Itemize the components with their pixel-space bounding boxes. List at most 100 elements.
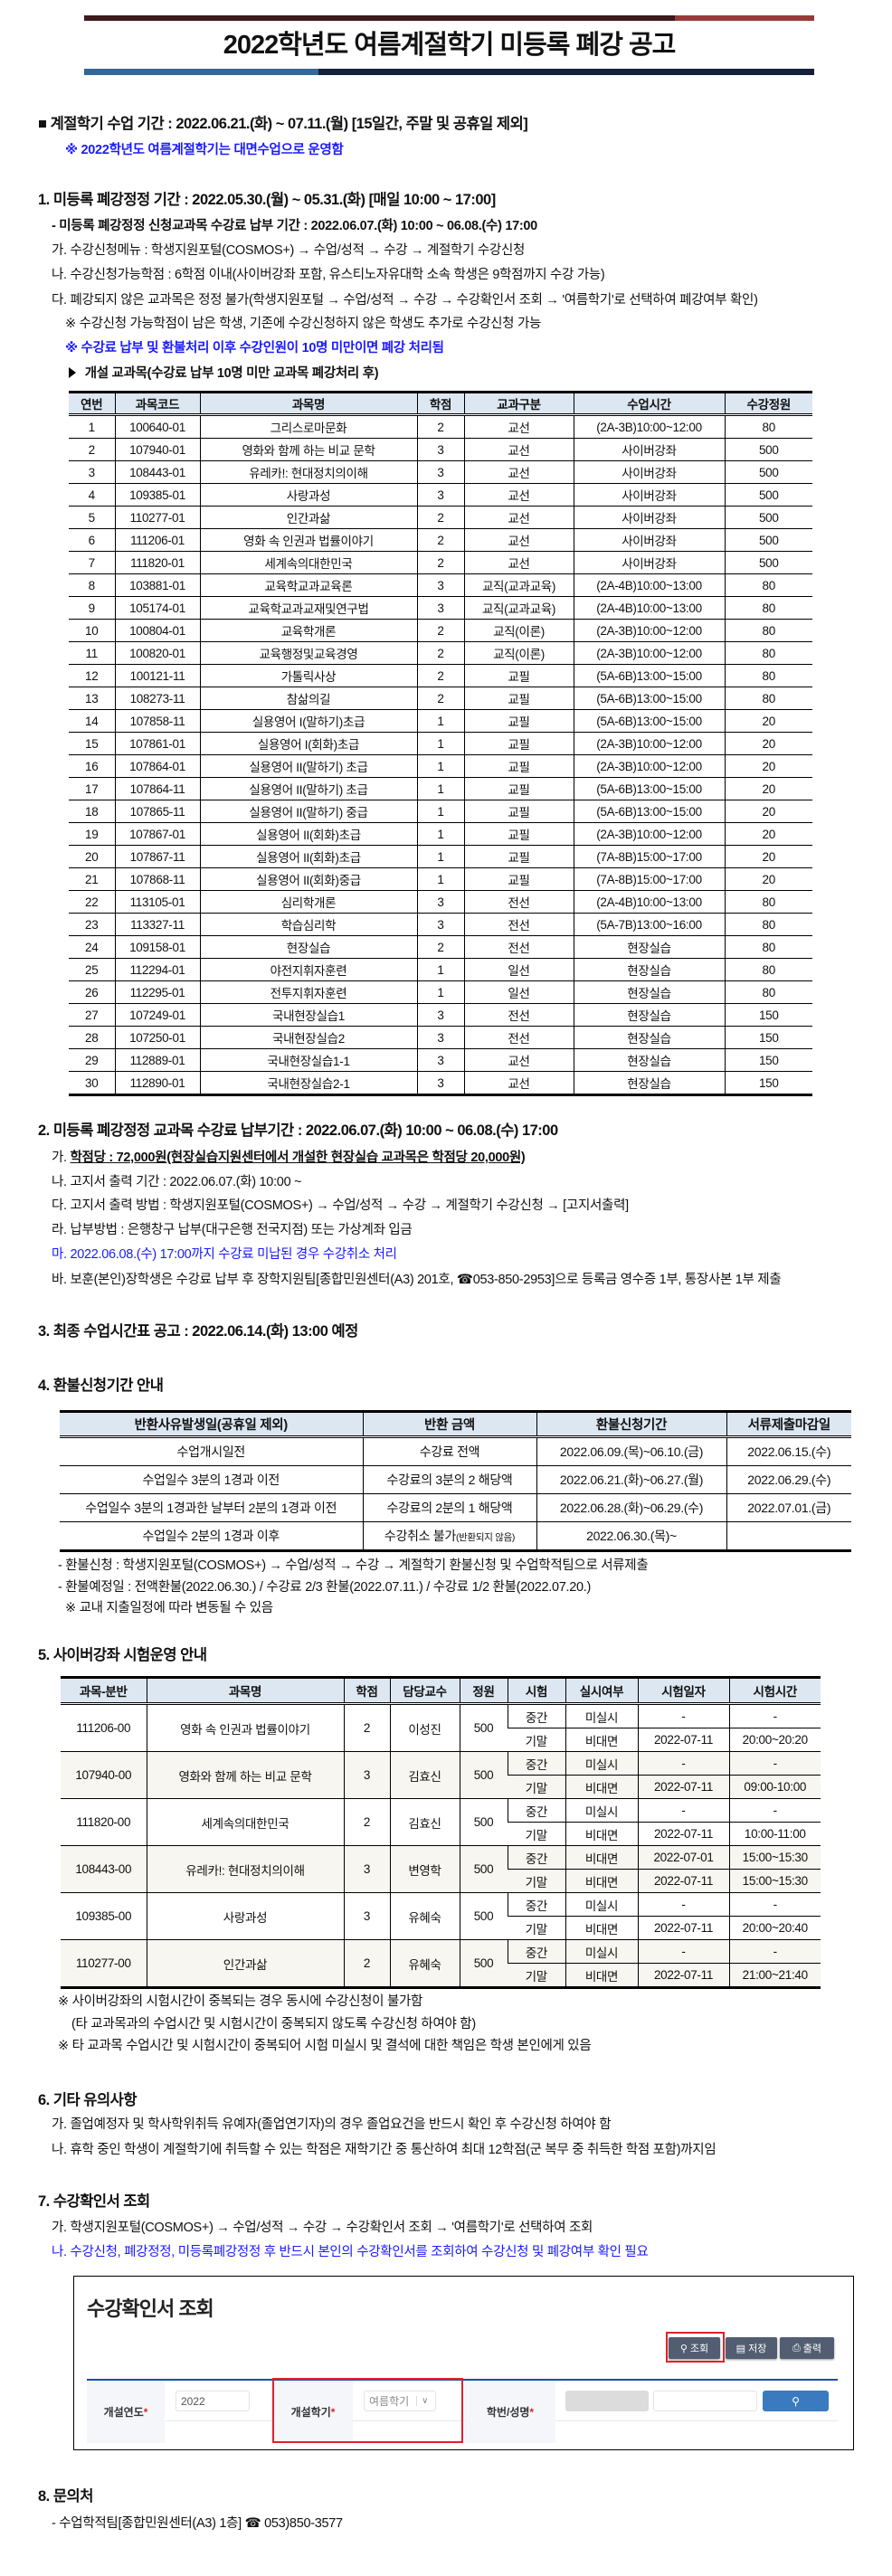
refund-period-text: 2022.06.30.(목)~: [586, 1529, 677, 1543]
column-header: 수업시간: [573, 392, 725, 416]
exam-date-cell: -: [637, 1703, 729, 1728]
refund-period-cell: 2022.06.30.(목)~: [536, 1521, 726, 1551]
class-time-cell: (2A-4B)10:00~13:00: [573, 573, 725, 597]
capacity-cell: 20: [724, 867, 812, 891]
save-button-label: 저장: [748, 2344, 767, 2354]
class-time-cell: (5A-7B)13:00~16:00: [573, 913, 725, 936]
table-row: 107940-00 영화와 함께 하는 비교 문학 3 김효신 500 중간 미실시 - -: [61, 1751, 821, 1799]
class-time-cell: (5A-6B)13:00~15:00: [573, 777, 725, 800]
course-prof-cell: 김효신: [389, 1798, 460, 1846]
print-button[interactable]: ⎙ 출력: [780, 2337, 834, 2359]
refund-reason-text: 수업일수 2분의 1경과 이후: [142, 1529, 280, 1543]
exam-status-cell: 미실시: [565, 1798, 638, 1823]
course-code-cell: 107861-01: [114, 732, 200, 755]
category-cell: 교필: [463, 800, 574, 823]
table-row: 수업일수 2분의 1경과 이후 수강취소 불가(반환되지 않음) 2022.06.3…: [60, 1521, 851, 1551]
table-row: 3 108443-01 유레카!: 현대정치의이해 3 교선 사이버강좌 500: [69, 460, 812, 484]
exam-type-cell: 중간: [507, 1751, 565, 1776]
section-5-heading: 5. 사이버강좌 시험운영 안내: [38, 1647, 207, 1663]
course-code-cell: 107865-11: [114, 800, 200, 823]
section-2-item-f: 바. 보훈(본인)장학생은 수강료 납부 후 장학지원팀[종합민원센터(A3) …: [52, 1271, 782, 1289]
contact-office: - 수업학적팀[종합민원센터(A3) 1층]: [52, 2516, 245, 2531]
table-row: 기말 비대면 2022-07-11 10:00-11:00: [61, 1822, 821, 1846]
search-button-label: 조회: [689, 2344, 709, 2354]
table-row: 8 103881-01 교육학교과교육론 3 교직(교과교육) (2A-4B)10:00~…: [69, 573, 812, 597]
section-1-item-b: 나. 수강신청가능학점 : 6학점 이내(사이버강좌 포함, 유스티노자유대학 …: [52, 268, 605, 282]
phone-icon: ☎: [456, 1273, 473, 1287]
capacity-cell: 20: [724, 732, 812, 755]
category-cell: 교필: [463, 732, 574, 755]
table-row: 6 111206-01 영화 속 인권과 법률이야기 2 교선 사이버강좌 500: [69, 528, 812, 552]
student-id-input[interactable]: [565, 2391, 649, 2411]
exam-date-cell: 2022-07-11: [637, 1775, 729, 1799]
course-name-cell: 국내현장실습1-1: [199, 1048, 417, 1072]
capacity-cell: 20: [724, 845, 812, 868]
term-label-text: 개설학기: [290, 2406, 331, 2419]
exam-status-cell: 미실시: [565, 1751, 638, 1776]
term-select[interactable]: 여름학기 ∨: [364, 2391, 436, 2411]
search-button[interactable]: ⚲ 조회: [669, 2337, 720, 2359]
exam-date-cell: 2022-07-11: [637, 1963, 729, 1988]
category-cell: 교선: [463, 506, 574, 529]
table-row: 10 100804-01 교육학개론 2 교직(이론) (2A-3B)10:00~12:0…: [69, 619, 812, 642]
credits-cell: 2: [416, 551, 464, 574]
category-cell: 교선: [463, 483, 574, 507]
course-code-cell: 107864-01: [114, 754, 200, 778]
section-1-item-c: 다. 폐강되지 않은 교과목은 정정 불가(학생지원포털 → 수업/성적 → 수…: [52, 293, 758, 308]
table-row: 110277-00 인간과삶 2 유혜숙 500 중간 미실시 - -: [61, 1939, 821, 1988]
course-name-cell: 유레카!: 현대정치의이해: [146, 1845, 344, 1893]
category-cell: 교필: [463, 664, 574, 687]
course-name-cell: 실용영어 II(말하기) 초급: [199, 754, 417, 778]
contact-line: - 수업학적팀[종합민원센터(A3) 1층] ☎ 053)850-3577: [52, 2514, 343, 2533]
column-header: 과목명: [146, 1677, 344, 1705]
exam-time-cell: -: [728, 1751, 821, 1776]
course-code-cell: 107864-11: [114, 777, 200, 800]
capacity-cell: 80: [724, 414, 812, 439]
class-time-cell: 현장실습: [573, 1003, 725, 1027]
row-number-cell: 3: [69, 460, 115, 484]
row-number-cell: 23: [69, 913, 115, 936]
enrollment-certificate-screenshot: 수강확인서 조회 ⚲ 조회 ▤ 저장 ⎙ 출력 개설연도 * 2022 개설학기 * 여름…: [73, 2276, 854, 2450]
credits-cell: 3: [416, 596, 464, 620]
exam-status-cell: 비대면: [565, 1822, 638, 1846]
credits-cell: 1: [416, 732, 464, 755]
capacity-cell: 150: [724, 1071, 812, 1095]
class-time-cell: (7A-8B)15:00~17:00: [573, 845, 725, 868]
table-row: 24 109158-01 현장실습 2 전선 현장실습 80: [69, 935, 812, 959]
column-header: 연번: [69, 392, 115, 416]
document-deadline-cell: 2022.07.01.(금): [726, 1493, 851, 1522]
exam-status-cell: 비대면: [565, 1916, 638, 1940]
table-row: 108443-00 유레카!: 현대정치의이해 3 변영학 500 중간 비대면 2022-0…: [61, 1845, 821, 1893]
student-search-button[interactable]: ⚲: [763, 2391, 829, 2411]
exam-date-cell: 2022-07-11: [637, 1916, 729, 1940]
student-name-input[interactable]: [653, 2391, 757, 2411]
year-input[interactable]: 2022: [176, 2391, 250, 2411]
course-name-cell: 교육학교과교육론: [199, 573, 417, 597]
table-row: 17 107864-11 실용영어 II(말하기) 초급 1 교필 (5A-6B)13:0…: [69, 777, 812, 800]
class-time-cell: (2A-4B)10:00~13:00: [573, 596, 725, 620]
course-name-cell: 사랑과성: [199, 483, 417, 507]
category-cell: 전선: [463, 913, 574, 936]
refund-period-cell: 2022.06.09.(목)~06.10.(금): [536, 1436, 726, 1466]
row-number-cell: 16: [69, 754, 115, 778]
column-header: 교과구분: [463, 392, 574, 416]
capacity-cell: 150: [724, 1026, 812, 1049]
class-time-cell: (2A-3B)10:00~12:00: [573, 754, 725, 778]
course-name-cell: 야전지휘자훈련: [199, 958, 417, 981]
credits-cell: 2: [416, 641, 464, 665]
course-name-cell: 실용영어 I(회화)초급: [199, 732, 417, 755]
section-3-heading: 3. 최종 수업시간표 공고 : 2022.06.14.(화) 13:00 예정: [38, 1323, 358, 1340]
column-header: 수강정원: [724, 392, 812, 416]
course-name-cell: 국내현장실습1: [199, 1003, 417, 1027]
document-deadline-cell: 2022.06.29.(수): [726, 1465, 851, 1494]
chevron-down-icon: ∨: [416, 2396, 429, 2406]
exam-time-cell: 21:00~21:40: [728, 1963, 821, 1988]
save-button[interactable]: ▤ 저장: [726, 2337, 777, 2359]
class-time-cell: 사이버강좌: [573, 460, 725, 484]
course-code-cell: 107250-01: [114, 1026, 200, 1049]
table-row: 20 107867-11 실용영어 II(회화)초급 1 교필 (7A-8B)15:00~…: [69, 845, 812, 868]
class-time-cell: 현장실습: [573, 935, 725, 959]
course-name-cell: 인간과삶: [146, 1939, 344, 1988]
refund-period-table: 반환사유발생일(공휴일 제외) 반환 금액 환불신청기간 서류제출마감일 수업개시일전…: [60, 1410, 851, 1552]
course-code-cell: 103881-01: [114, 573, 200, 597]
